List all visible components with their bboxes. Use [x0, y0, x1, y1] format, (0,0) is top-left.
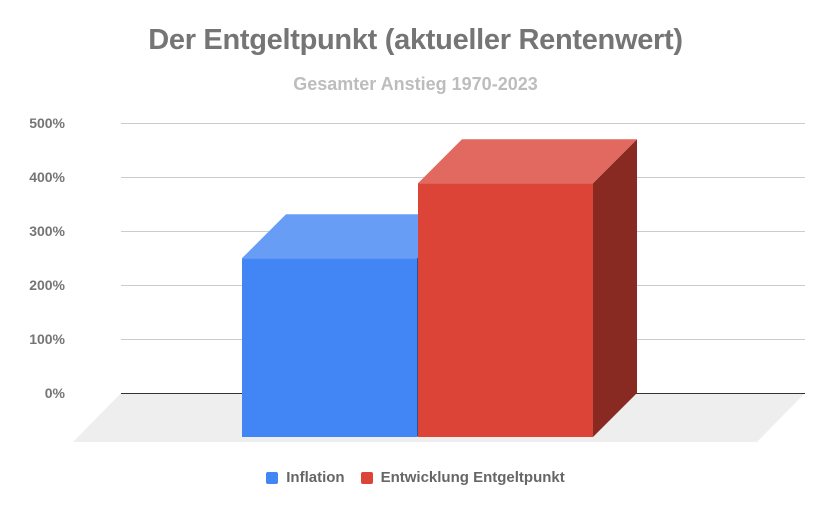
bar-top-face: [242, 214, 461, 259]
legend-label-inflation: Inflation: [286, 469, 345, 486]
bar-front-face: [418, 183, 593, 437]
y-tick-400: 400%: [29, 169, 65, 185]
bar-side-face: [593, 139, 637, 437]
y-tick-0: 0%: [44, 385, 65, 401]
y-tick-100: 100%: [29, 331, 65, 347]
bar-1[interactable]: [418, 139, 637, 437]
chart-title: Der Entgeltpunkt (aktueller Rentenwert): [148, 24, 683, 56]
chart-subtitle: Gesamter Anstieg 1970-2023: [293, 74, 538, 94]
legend: Inflation Entwicklung Entgeltpunkt: [0, 469, 831, 486]
y-tick-500: 500%: [29, 115, 65, 131]
legend-label-entgeltpunkt: Entwicklung Entgeltpunkt: [380, 469, 565, 486]
bar-top-face: [418, 139, 637, 184]
y-tick-200: 200%: [29, 277, 65, 293]
y-tick-300: 300%: [29, 223, 65, 239]
bar-front-face: [242, 258, 417, 437]
bars-group: [242, 139, 637, 437]
legend-swatch-inflation: [266, 471, 279, 484]
legend-item-entgeltpunkt[interactable]: Entwicklung Entgeltpunkt: [360, 469, 565, 486]
legend-swatch-entgeltpunkt: [360, 471, 373, 484]
legend-item-inflation[interactable]: Inflation: [266, 469, 345, 486]
